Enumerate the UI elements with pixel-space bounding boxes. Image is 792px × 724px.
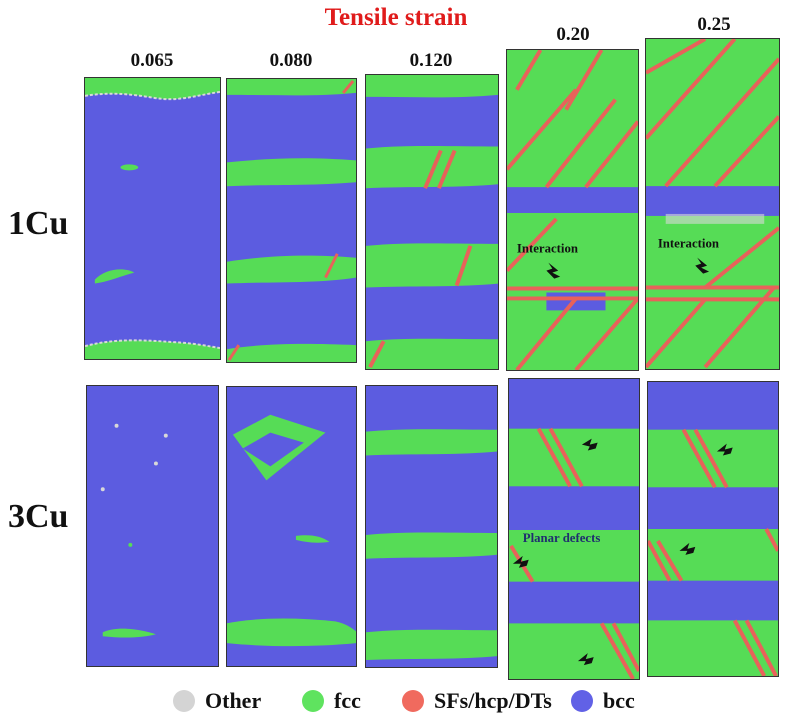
planar-defects-label: Planar defects (523, 531, 601, 545)
strain-label-0120: 0.120 (409, 50, 453, 71)
panel-3cu-0120 (365, 385, 498, 668)
strain-label-0080: 0.080 (269, 50, 313, 71)
panel-1cu-0065 (84, 77, 221, 360)
legend-label-other: Other (205, 688, 262, 713)
panel-3cu-0080 (226, 386, 357, 667)
figure-title: Tensile strain (324, 4, 468, 31)
panel-1cu-020: Interaction (506, 49, 639, 371)
interaction-label-020: Interaction (517, 242, 578, 256)
panel-3cu-020: Planar defects (508, 378, 640, 680)
legend-item-sfs: SFs/hcp/DTs (402, 688, 552, 714)
legend-label-sfs: SFs/hcp/DTs (434, 688, 552, 713)
panel-1cu-0080 (226, 78, 357, 363)
row-label-3cu: 3Cu (8, 498, 69, 535)
panel-3cu-0065 (86, 385, 219, 667)
strain-label-0065: 0.065 (130, 50, 174, 71)
legend-swatch-sfs (402, 690, 424, 712)
strain-label-025: 0.25 (697, 14, 731, 35)
legend-item-bcc: bcc (571, 688, 635, 714)
legend-swatch-bcc (571, 690, 593, 712)
legend-item-fcc: fcc (302, 688, 361, 714)
panel-1cu-0120 (365, 74, 499, 370)
legend-label-bcc: bcc (603, 688, 635, 713)
panel-1cu-025: Interaction (645, 38, 780, 370)
legend-swatch-other (173, 690, 195, 712)
row-label-1cu: 1Cu (8, 205, 69, 242)
legend: Other fcc SFs/hcp/DTs bcc (0, 688, 792, 718)
strain-label-020: 0.20 (556, 24, 590, 45)
interaction-label-025: Interaction (658, 237, 719, 251)
panel-3cu-025 (647, 381, 779, 677)
legend-item-other: Other (173, 688, 261, 714)
legend-swatch-fcc (302, 690, 324, 712)
legend-label-fcc: fcc (334, 688, 361, 713)
